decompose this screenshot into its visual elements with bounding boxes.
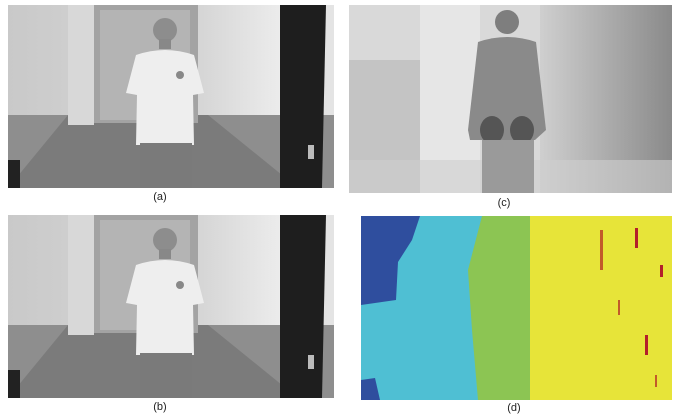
segmentation-d [361, 216, 672, 400]
photo-a [8, 5, 334, 188]
caption: (c) [498, 197, 511, 209]
caption: (b) [153, 401, 166, 413]
depth-map-c [349, 5, 672, 193]
caption: (a) [153, 191, 166, 203]
figure: (a) (b) (c) (d) [0, 0, 680, 416]
photo-b [8, 215, 334, 398]
caption: (d) [507, 402, 520, 414]
